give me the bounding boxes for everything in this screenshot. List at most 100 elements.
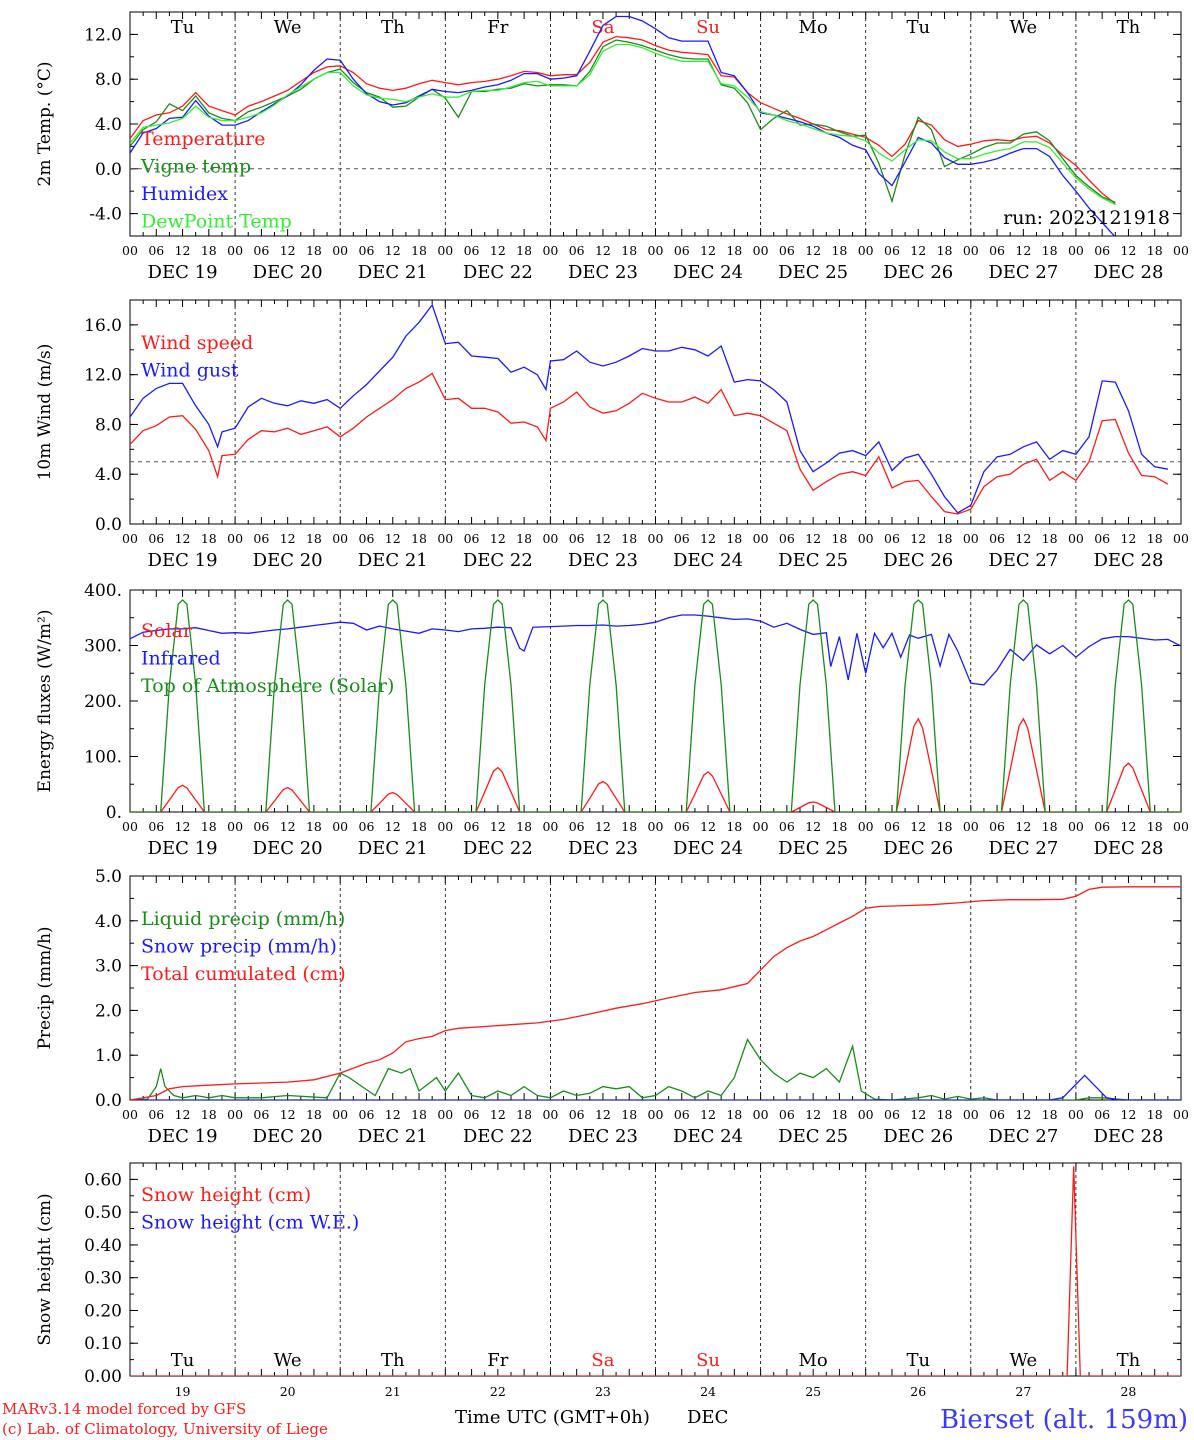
hour-label: 06: [884, 819, 900, 834]
date-label: DEC 24: [673, 262, 743, 283]
hour-label: 06: [253, 243, 269, 258]
day-number: 28: [1120, 1384, 1136, 1399]
weekday-label: Sa: [591, 17, 614, 38]
hour-label: 00: [1173, 531, 1189, 546]
y-tick-label: 3.0: [95, 957, 122, 977]
hour-label: 00: [332, 243, 348, 258]
legend-entry: DewPoint Temp: [141, 211, 292, 233]
y-tick-label: 2.0: [95, 1001, 122, 1021]
day-number: 23: [595, 1384, 611, 1399]
hour-label: 00: [542, 243, 558, 258]
hour-label: 18: [411, 531, 427, 546]
weekday-label: Tu: [906, 17, 930, 38]
date-label: DEC 24: [673, 1126, 743, 1147]
weekday-label: Mo: [799, 1350, 828, 1371]
weekday-label: Th: [1117, 1350, 1141, 1371]
date-label: DEC 20: [253, 838, 323, 859]
hour-label: 18: [516, 819, 532, 834]
hour-label: 18: [726, 819, 742, 834]
hour-label: 12: [595, 243, 611, 258]
hour-label: 12: [175, 819, 191, 834]
y-axis-label: Snow height (cm): [35, 1193, 55, 1345]
date-label: DEC 22: [463, 550, 533, 571]
hour-label: 18: [726, 243, 742, 258]
y-tick-label: 0.: [106, 803, 122, 823]
hour-label: 12: [385, 1107, 401, 1122]
legend-entry: Total cumulated (cm): [141, 963, 346, 985]
hour-label: 12: [1015, 243, 1031, 258]
hour-label: 00: [122, 1107, 138, 1122]
hour-label: 12: [805, 531, 821, 546]
hour-label: 12: [490, 819, 506, 834]
weekday-label: Th: [381, 17, 405, 38]
hour-label: 00: [753, 531, 769, 546]
hour-label: 06: [253, 531, 269, 546]
hour-label: 12: [1015, 531, 1031, 546]
date-label: DEC 20: [253, 262, 323, 283]
hour-label: 00: [542, 1107, 558, 1122]
y-tick-label: 0.0: [95, 1091, 122, 1111]
hour-label: 18: [1147, 243, 1163, 258]
y-tick-label: 0.20: [84, 1301, 122, 1321]
series-line-temperature: [130, 35, 1116, 205]
hour-label: 12: [175, 1107, 191, 1122]
hour-label: 12: [700, 531, 716, 546]
hour-label: 06: [1094, 243, 1110, 258]
date-label: DEC 23: [568, 262, 638, 283]
hour-label: 00: [648, 243, 664, 258]
y-tick-label: 8.0: [95, 415, 122, 435]
hour-label: 18: [831, 1107, 847, 1122]
date-label: DEC 21: [358, 838, 428, 859]
hour-label: 00: [753, 243, 769, 258]
hour-label: 18: [621, 531, 637, 546]
series-line-humidex: [130, 15, 1116, 236]
hour-label: 00: [122, 531, 138, 546]
weekday-label: Sa: [591, 1350, 614, 1371]
y-tick-label: 4.0: [95, 912, 122, 932]
hour-label: 12: [595, 1107, 611, 1122]
hour-label: 18: [1042, 243, 1058, 258]
hour-label: 12: [385, 819, 401, 834]
hour-label: 12: [1120, 1107, 1136, 1122]
legend-entry: Wind speed: [141, 332, 253, 354]
y-tick-label: 0.50: [84, 1203, 122, 1223]
date-label: DEC 26: [883, 838, 953, 859]
hour-label: 12: [700, 243, 716, 258]
y-tick-label: 100.: [84, 748, 122, 768]
y-tick-label: 5.0: [95, 867, 122, 887]
hour-label: 06: [884, 1107, 900, 1122]
series-line-top-of-atmosphere-solar-: [130, 599, 1181, 812]
hour-label: 00: [122, 243, 138, 258]
hour-label: 06: [359, 1107, 375, 1122]
hour-label: 00: [332, 531, 348, 546]
date-label: DEC 23: [568, 838, 638, 859]
hour-label: 06: [674, 1107, 690, 1122]
hour-label: 00: [858, 1107, 874, 1122]
hour-label: 18: [726, 1107, 742, 1122]
weekday-label: Fr: [487, 17, 508, 38]
series-line-snow-precip-mm-h-: [130, 1074, 1181, 1100]
hour-label: 06: [989, 819, 1005, 834]
hour-label: 12: [385, 531, 401, 546]
date-label: DEC 26: [883, 1126, 953, 1147]
date-label: DEC 26: [883, 262, 953, 283]
date-label: DEC 21: [358, 262, 428, 283]
hour-label: 12: [175, 243, 191, 258]
hour-label: 06: [253, 819, 269, 834]
series-line-wind-gust: [130, 303, 1169, 514]
hour-label: 12: [1015, 819, 1031, 834]
y-tick-label: 8.0: [95, 70, 122, 90]
hour-label: 18: [937, 531, 953, 546]
hour-label: 00: [648, 1107, 664, 1122]
day-number: 21: [385, 1384, 401, 1399]
hour-label: 18: [306, 1107, 322, 1122]
date-label: DEC 27: [988, 262, 1058, 283]
weekday-label: We: [1010, 1350, 1038, 1371]
y-tick-label: 16.0: [84, 316, 122, 336]
y-tick-label: -4.0: [89, 205, 122, 225]
x-axis-month: DEC: [687, 1407, 728, 1428]
date-label: DEC 20: [253, 550, 323, 571]
weekday-label: Th: [381, 1350, 405, 1371]
date-label: DEC 23: [568, 1126, 638, 1147]
hour-label: 06: [359, 531, 375, 546]
